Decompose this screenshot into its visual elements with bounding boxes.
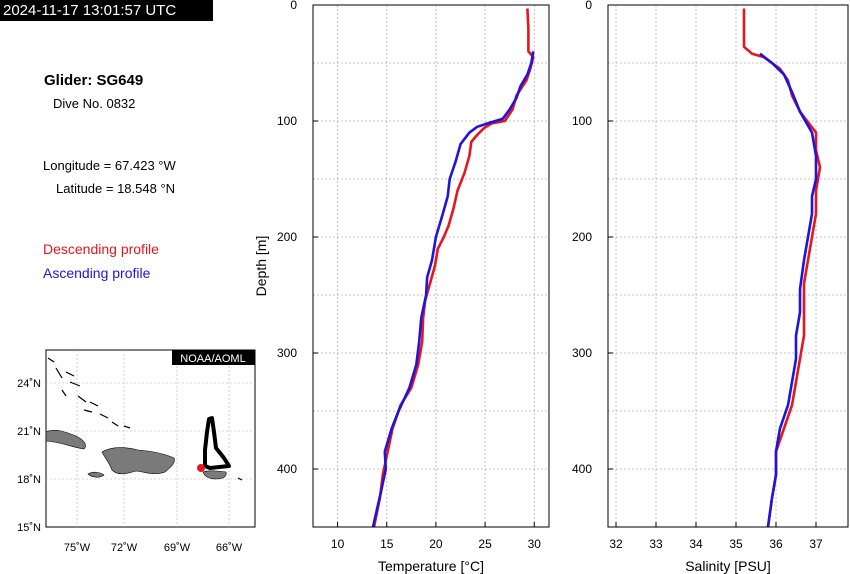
map-lon-label: 72˚W	[111, 542, 138, 554]
salinity-xtick-label: 34	[689, 537, 703, 551]
temperature-frame	[312, 4, 550, 528]
temperature-xtick-label: 25	[478, 537, 492, 551]
dive-number: Dive No. 0832	[53, 96, 136, 111]
temperature-ytick-label: 100	[277, 114, 297, 128]
temperature-xtick-label: 30	[528, 537, 542, 551]
longitude-label: Longitude = 67.423 °W	[43, 158, 176, 173]
cuba-land	[45, 430, 86, 450]
jamaica-land	[87, 471, 105, 478]
map-lon-label: 69˚W	[164, 542, 191, 554]
salinity-xtick-label: 37	[809, 537, 823, 551]
puerto-rico-land	[202, 470, 227, 480]
salinity-ytick-label: 100	[572, 114, 592, 128]
map-graticule	[46, 350, 255, 527]
map-lon-label: 75˚W	[64, 542, 91, 554]
temperature-descending-line	[372, 8, 535, 528]
salinity-xtick-label: 35	[729, 537, 743, 551]
salinity-ytick-label: 0	[585, 0, 592, 12]
legend-descending: Descending profile	[43, 241, 159, 257]
map-bahamas	[47, 357, 243, 481]
salinity-frame	[607, 4, 849, 528]
glider-track	[203, 416, 231, 470]
glider-position-marker	[197, 464, 205, 472]
latitude-label: Latitude = 18.548 °N	[56, 181, 176, 196]
salinity-grid	[608, 5, 848, 527]
salinity-ytick-label: 300	[572, 346, 592, 360]
temperature-xtick-label: 15	[380, 537, 394, 551]
salinity-series	[742, 8, 822, 528]
depth-ylabel: Depth [m]	[253, 236, 269, 297]
timestamp-banner: 2024-11-17 13:01:57 UTC	[0, 0, 213, 21]
map-credit-box	[172, 350, 255, 365]
map-lat-label: 21˚N	[17, 426, 41, 438]
salinity-chart: 32 33 34 35 36 37 0 100 200 300 400 Salinity [PSU]	[572, 0, 849, 574]
legend-ascending: Ascending profile	[43, 265, 151, 281]
location-map: NOAA/AOML 24˚N 21˚N 18˚N 15˚N 75˚W 72˚W …	[17, 349, 256, 554]
map-lat-label: 15˚N	[17, 522, 41, 534]
glider-label: Glider: SG649	[44, 72, 144, 89]
salinity-xlabel: Salinity [PSU]	[685, 558, 771, 574]
temperature-ytick-label: 300	[277, 346, 297, 360]
salinity-descending-line	[742, 8, 822, 528]
salinity-xtick-label: 36	[769, 537, 783, 551]
temperature-xtick-label: 20	[429, 537, 443, 551]
temperature-ytick-label: 400	[277, 462, 297, 476]
salinity-xtick-label: 33	[649, 537, 663, 551]
map-land	[45, 430, 227, 480]
map-frame	[45, 349, 256, 528]
map-lat-label: 18˚N	[17, 474, 41, 486]
temperature-ytick-label: 0	[290, 0, 297, 12]
temperature-ascending-line	[371, 51, 535, 528]
salinity-ytick-label: 200	[572, 230, 592, 244]
temperature-xtick-label: 10	[331, 537, 345, 551]
hispaniola-land	[101, 447, 175, 475]
temperature-ytick-label: 200	[277, 230, 297, 244]
map-credit: NOAA/AOML	[180, 353, 245, 365]
temperature-xlabel: Temperature [°C]	[378, 558, 484, 574]
temperature-series	[371, 8, 535, 528]
map-lon-label: 66˚W	[216, 542, 243, 554]
salinity-ytick-label: 400	[572, 462, 592, 476]
salinity-ticks: 32 33 34 35 36 37 0 100 200 300 400	[572, 0, 823, 551]
map-lat-label: 24˚N	[17, 378, 41, 390]
salinity-ascending-line	[759, 52, 818, 528]
salinity-xtick-label: 32	[609, 537, 623, 551]
